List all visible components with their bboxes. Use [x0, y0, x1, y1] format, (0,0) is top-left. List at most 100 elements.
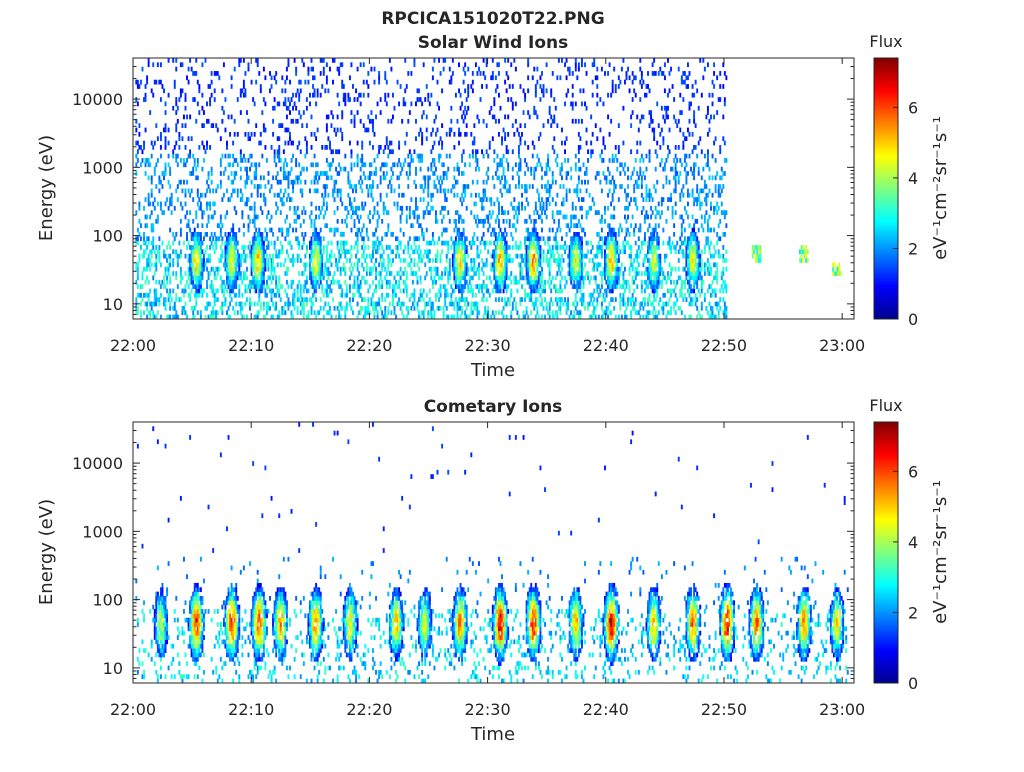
- heatmap-cell: [548, 236, 551, 242]
- heatmap-cell: [368, 171, 371, 176]
- heatmap-cell: [519, 84, 522, 89]
- heatmap-cell: [425, 84, 428, 89]
- heatmap-cell: [525, 188, 528, 194]
- heatmap-cell: [582, 297, 585, 302]
- heatmap-cell: [379, 175, 382, 181]
- heatmap-cell: [233, 205, 236, 211]
- heatmap-cell: [216, 184, 219, 189]
- heatmap-cell: [620, 314, 623, 320]
- heatmap-cell: [164, 123, 167, 128]
- heatmap-cell: [580, 179, 583, 185]
- heatmap-cell: [545, 197, 548, 202]
- heatmap-cell: [605, 288, 608, 294]
- heatmap-cell: [356, 110, 359, 115]
- heatmap-cell: [525, 271, 528, 276]
- heatmap-cell: [490, 253, 493, 259]
- heatmap-cell: [444, 58, 447, 63]
- heatmap-cell: [508, 253, 511, 259]
- heatmap-cell: [279, 123, 282, 128]
- heatmap-cell: [313, 284, 316, 289]
- heatmap-cell: [559, 271, 562, 276]
- heatmap-cell: [596, 301, 599, 307]
- heatmap-cell: [395, 253, 397, 259]
- heatmap-cell: [152, 275, 155, 281]
- heatmap-cell: [607, 275, 610, 281]
- heatmap-cell: [350, 149, 353, 155]
- heatmap-cell: [235, 240, 238, 246]
- heatmap-cell: [410, 271, 413, 276]
- heatmap-cell: [544, 210, 547, 215]
- heatmap-cell: [259, 284, 262, 289]
- heatmap-cell: [568, 266, 571, 272]
- heatmap-cell: [551, 227, 554, 233]
- heatmap-cell: [422, 214, 425, 220]
- heatmap-cell: [315, 214, 318, 220]
- heatmap-cell: [459, 253, 462, 259]
- heatmap-cell: [571, 258, 574, 263]
- heatmap-cell: [416, 279, 419, 285]
- heatmap-cell: [496, 245, 499, 250]
- heatmap-cell: [246, 266, 248, 272]
- heatmap-cell: [504, 258, 507, 263]
- heatmap-cell: [345, 214, 348, 220]
- heatmap-cell: [233, 258, 236, 263]
- heatmap-cell: [444, 205, 447, 211]
- heatmap-cell: [358, 92, 361, 98]
- heatmap-cell: [230, 236, 233, 242]
- heatmap-cell: [241, 158, 244, 163]
- heatmap-cell: [141, 297, 144, 302]
- heatmap-cell: [330, 162, 333, 168]
- heatmap-cell: [305, 105, 308, 111]
- heatmap-cell: [344, 205, 347, 211]
- heatmap-cell: [315, 171, 318, 176]
- heatmap-cell: [468, 162, 471, 168]
- heatmap-cell: [494, 266, 497, 272]
- heatmap-cell: [150, 253, 153, 259]
- heatmap-cell: [497, 131, 500, 137]
- heatmap-cell: [198, 266, 201, 272]
- heatmap-cell: [528, 249, 531, 255]
- heatmap-cell: [531, 75, 534, 81]
- heatmap-cell: [345, 288, 348, 294]
- heatmap-cell: [594, 175, 597, 181]
- heatmap-cell: [536, 266, 539, 272]
- heatmap-cell: [550, 288, 553, 294]
- heatmap-cell: [267, 258, 270, 263]
- heatmap-cell: [259, 266, 262, 272]
- heatmap-cell: [599, 153, 602, 159]
- heatmap-cell: [544, 279, 547, 285]
- heatmap-cell: [568, 314, 571, 320]
- heatmap-cell: [396, 301, 399, 307]
- heatmap-cell: [554, 232, 557, 237]
- heatmap-cell: [410, 101, 413, 107]
- heatmap-cell: [594, 75, 597, 81]
- heatmap-cell: [415, 136, 417, 142]
- heatmap-cell: [571, 245, 574, 250]
- heatmap-cell: [600, 279, 603, 285]
- heatmap-cell: [310, 114, 313, 120]
- heatmap-cell: [249, 249, 252, 255]
- heatmap-cell: [444, 292, 447, 298]
- heatmap-cell: [524, 262, 527, 268]
- heatmap-cell: [315, 240, 318, 246]
- heatmap-cell: [521, 131, 523, 137]
- heatmap-cell: [408, 236, 411, 242]
- heatmap-cell: [155, 162, 158, 168]
- heatmap-cell: [324, 88, 327, 94]
- heatmap-cell: [238, 301, 241, 307]
- heatmap-cell: [490, 279, 493, 285]
- heatmap-cell: [448, 79, 451, 85]
- heatmap-cell: [422, 310, 425, 316]
- heatmap-cell: [232, 162, 235, 168]
- heatmap-cell: [190, 188, 193, 194]
- heatmap-cell: [236, 271, 239, 276]
- heatmap-cell: [461, 101, 464, 107]
- heatmap-cell: [305, 249, 308, 255]
- heatmap-cell: [407, 118, 410, 124]
- heatmap-cell: [640, 271, 643, 276]
- heatmap-cell: [433, 118, 436, 124]
- heatmap-cell: [487, 218, 490, 224]
- heatmap-cell: [365, 266, 368, 272]
- heatmap-cell: [560, 162, 563, 168]
- heatmap-cell: [222, 262, 225, 268]
